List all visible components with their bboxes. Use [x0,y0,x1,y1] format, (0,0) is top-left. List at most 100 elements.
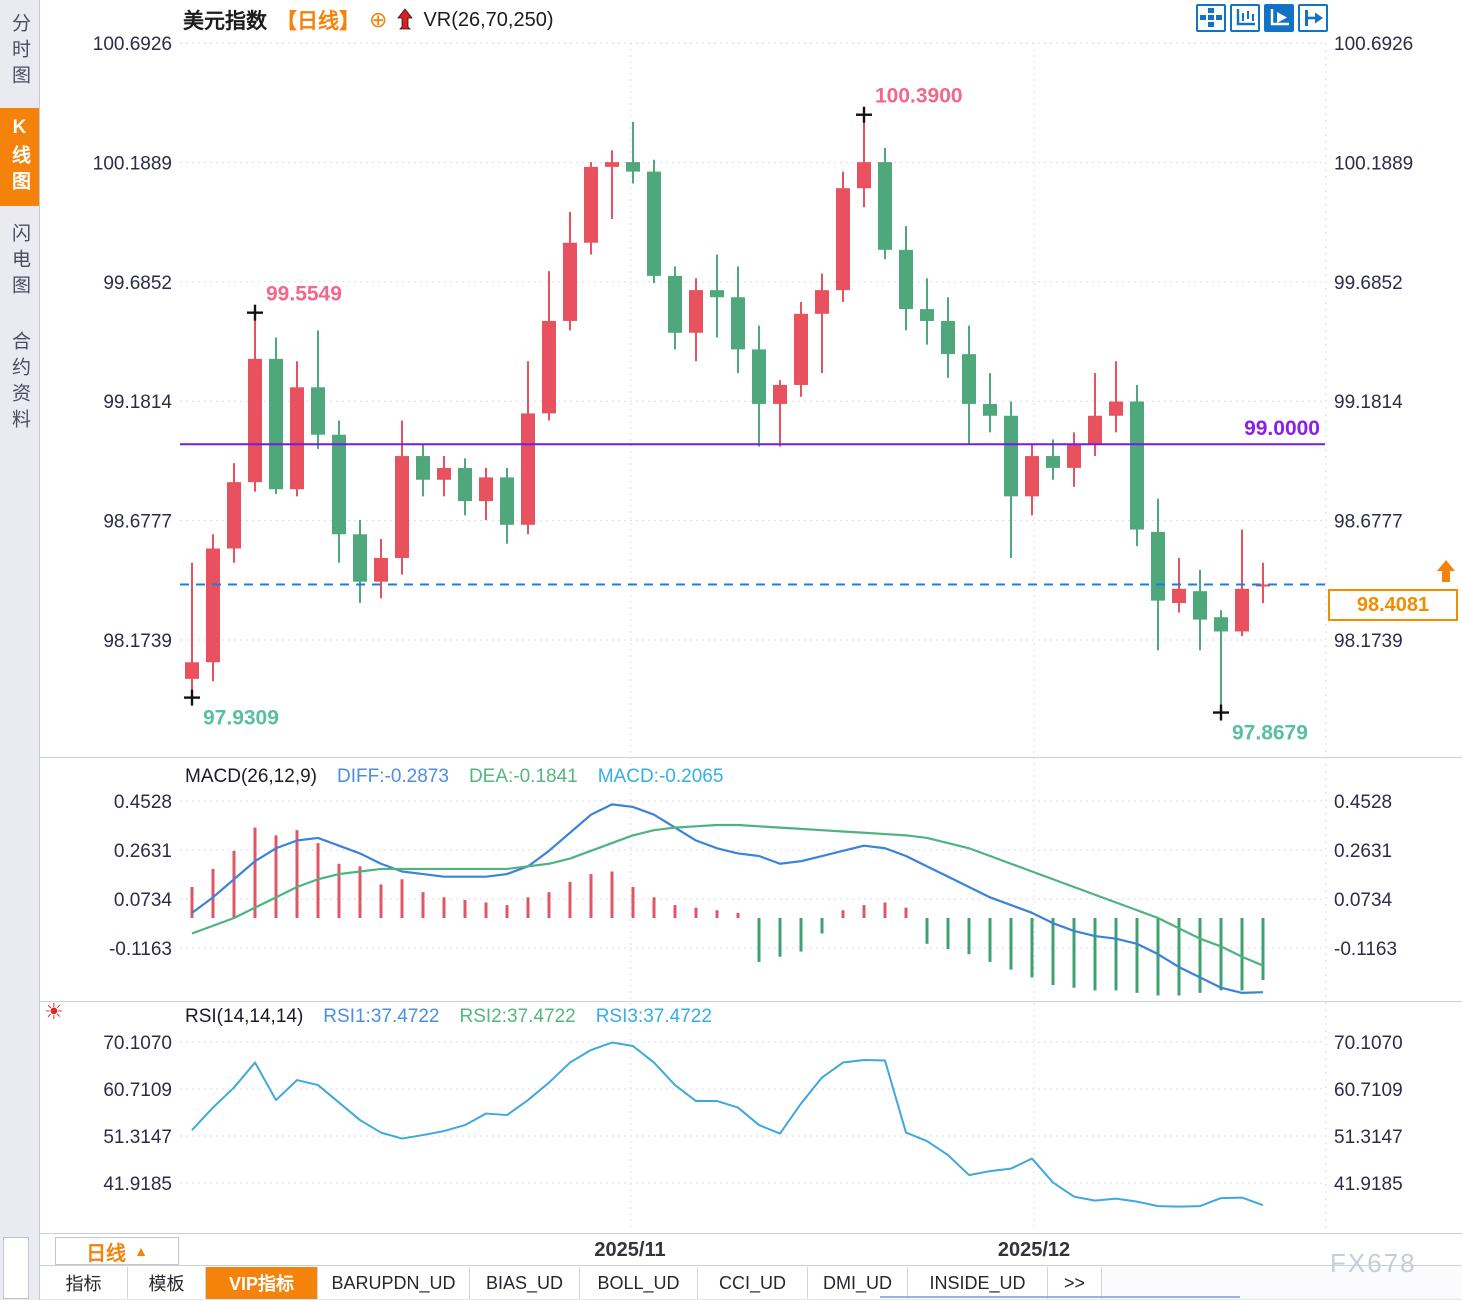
y-axis-label: 99.6852 [103,273,172,294]
candle-body [941,320,955,355]
diff-line [191,803,1264,995]
tab-6[interactable]: CCI_UD [698,1267,808,1299]
candle-body [1004,415,1018,497]
candle-body [836,188,850,291]
y-axis-label: -0.1163 [109,939,172,960]
candle-body [458,467,472,502]
alert-line-label: 99.0000 [1244,417,1320,440]
up-arrow-icon [397,8,414,30]
watermark: FX678 [1330,1248,1417,1278]
y-axis-label: 41.9185 [1334,1174,1403,1195]
x-axis-date: 2025/11 [594,1239,666,1261]
y-axis-label: 51.3147 [103,1127,172,1148]
candle-body [269,358,283,490]
sidebar-item-0[interactable]: 分时图 [9,13,30,91]
price-annotation: 97.8679 [1232,722,1308,745]
candle-body [1088,415,1102,445]
price-annotation: 100.3900 [875,85,963,108]
candle-body [962,354,976,404]
candle-body [332,434,346,535]
y-axis-label: 0.4528 [1334,792,1392,813]
candle-body [395,456,409,558]
candle-body [311,387,325,435]
sun-icon[interactable]: ☀ [44,999,64,1024]
tab-5[interactable]: BOLL_UD [580,1267,698,1299]
axis-scale-icon[interactable] [1230,4,1260,32]
candle-body [416,456,430,480]
candle-body [878,162,892,250]
price-annotation: 99.5549 [266,283,342,306]
sidebar-bottom-box [3,1237,29,1299]
y-axis-label: 100.1889 [93,153,172,174]
candle-body [437,467,451,480]
price-up-arrow-icon [1437,560,1455,582]
candle-body [899,249,913,310]
y-axis-label: 0.2631 [114,841,172,862]
tab-8[interactable]: INSIDE_UD [908,1267,1048,1299]
go-latest-icon[interactable] [1298,4,1328,32]
period-caret-icon: ▲ [134,1243,148,1259]
y-axis-label: 99.1814 [103,392,172,413]
y-axis-label: 0.0734 [1334,890,1393,911]
y-axis-label: -0.1163 [1334,939,1397,960]
sidebar: 分时图 K线图闪电图合约资料 [0,0,40,1300]
chart-canvas[interactable]: 100.6926 100.6926 100.1889 100.1889 99.6852 9… [0,0,1462,1232]
y-axis-label: 41.9185 [103,1174,172,1195]
tab-1[interactable]: 模板 [128,1267,206,1299]
macd-diff-readout: DIFF:-0.2873 [337,766,449,787]
rsi-header: RSI(14,14,14) RSI1:37.4722 RSI2:37.4722 … [185,1006,712,1028]
period-button[interactable]: 日线 ▲ [55,1237,179,1265]
scrollbar[interactable] [880,1296,1240,1298]
candle-body [731,297,745,350]
y-axis-label: 0.4528 [114,792,172,813]
tab-3[interactable]: BARUPDN_UD [318,1267,470,1299]
period-button-label: 日线 [86,1242,127,1265]
candle-body [248,358,262,483]
candle-body [374,557,388,582]
candle-body [1235,588,1249,632]
rsi-line [191,1041,1264,1208]
plus-circle-icon[interactable]: ⊕ [369,7,388,32]
candle-body [479,477,493,502]
candle-body [1046,456,1060,468]
axis-play-icon[interactable] [1264,4,1294,32]
tab-9[interactable]: >> [1048,1267,1102,1299]
candle-body [1109,401,1123,416]
candle-body [542,320,556,414]
sidebar-item-3[interactable]: 合约资料 [9,331,30,435]
rsi-params: RSI(14,14,14) [185,1006,304,1027]
chart-title: 美元指数 【日线】 ⊕ VR(26,70,250) [183,5,554,35]
candle-body [1067,444,1081,468]
rsi2-readout: RSI2:37.4722 [459,1006,576,1027]
y-axis-label: 51.3147 [1334,1127,1403,1148]
y-axis-label: 70.1070 [1334,1033,1403,1054]
candle-body [794,313,808,385]
pan-icon[interactable] [1196,4,1226,32]
sidebar-item-1[interactable]: K线图 [0,108,39,206]
y-axis-label: 99.6852 [1334,273,1403,294]
y-axis-label: 100.6926 [1334,34,1413,55]
candle-body [353,534,367,582]
sidebar-item-2[interactable]: 闪电图 [9,223,30,301]
y-axis-label: 98.1739 [103,631,172,652]
indicator-name: VR(26,70,250) [423,8,554,31]
x-axis-date: 2025/12 [997,1239,1071,1261]
tab-2[interactable]: VIP指标 [206,1267,318,1299]
candle-body [227,482,241,549]
candle-body [185,662,199,679]
candle-body [1214,617,1228,632]
tab-0[interactable]: 指标 [40,1267,128,1299]
candle-body [920,309,934,321]
tab-7[interactable]: DMI_UD [808,1267,908,1299]
y-axis-label: 60.7109 [1334,1080,1403,1101]
y-axis-label: 70.1070 [103,1033,172,1054]
candle-body [500,477,514,525]
candle-body [605,162,619,167]
candle-body [668,275,682,333]
tab-4[interactable]: BIAS_UD [470,1267,580,1299]
y-axis-label: 0.0734 [114,890,173,911]
candle-body [857,162,871,189]
y-axis-label: 100.1889 [1334,153,1413,174]
period-tag[interactable]: 【日线】 [276,10,360,33]
